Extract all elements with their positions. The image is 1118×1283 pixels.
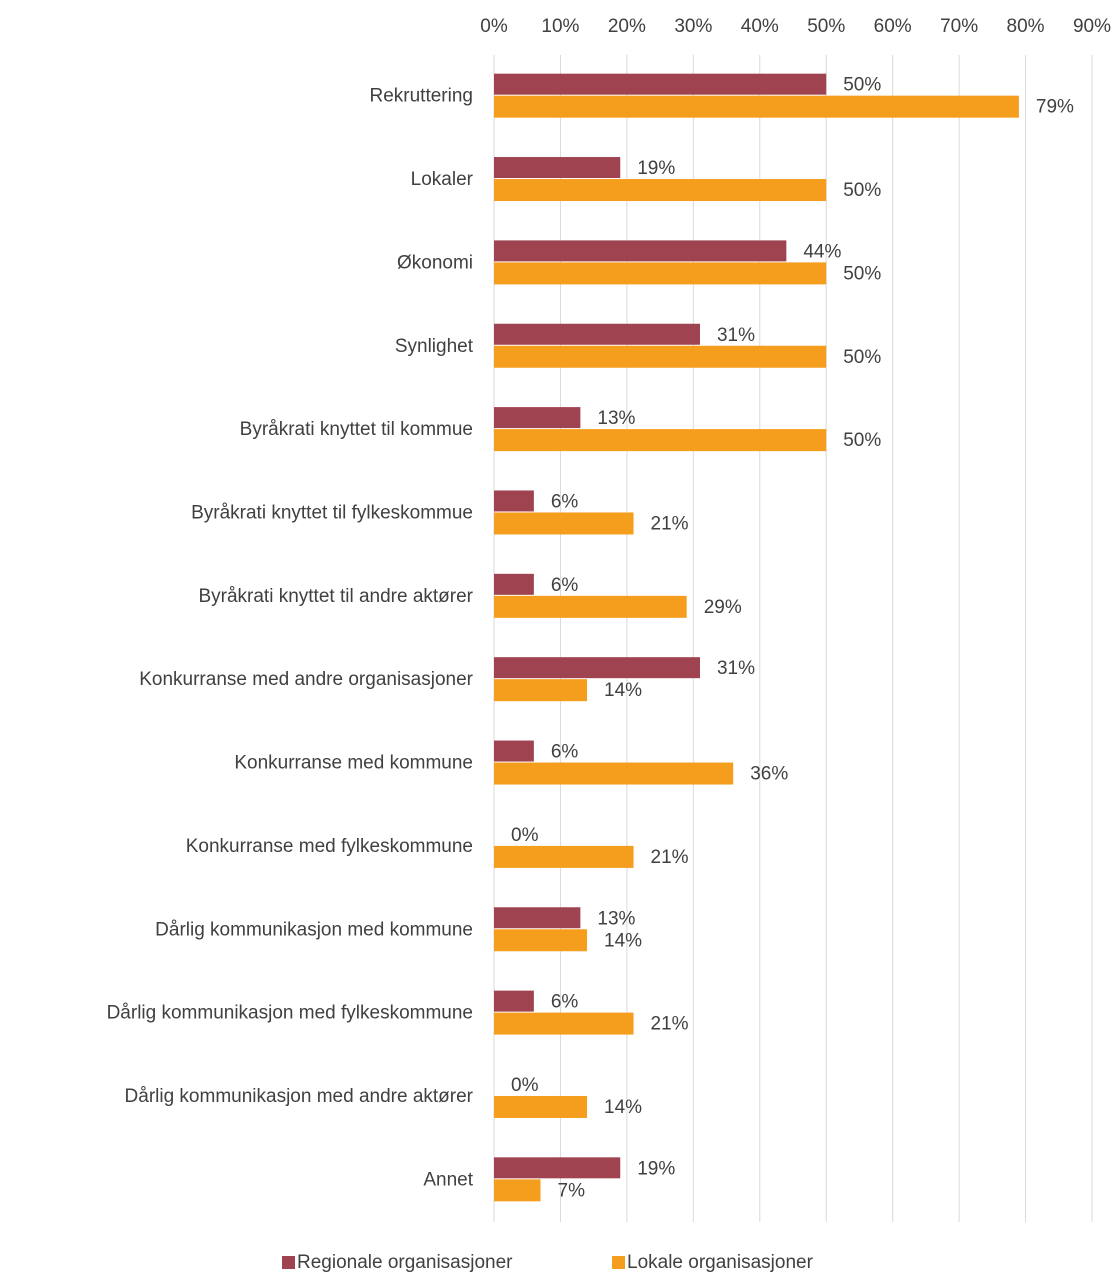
data-label: 29% (704, 597, 742, 618)
bar (494, 1012, 634, 1035)
bar (494, 762, 734, 785)
y-tick-label: Konkurranse med andre organisasjoner (139, 669, 473, 690)
bar (494, 179, 827, 202)
data-label: 19% (637, 1158, 675, 1179)
bar (494, 490, 534, 512)
x-tick-label: 0% (480, 16, 508, 37)
y-tick-label: Annet (423, 1169, 473, 1190)
data-label: 0% (511, 1075, 539, 1096)
bar (494, 679, 588, 702)
data-label: 21% (651, 847, 689, 868)
data-label: 6% (551, 575, 579, 596)
y-tick-label: Byråkrati knyttet til fylkeskommue (191, 502, 473, 523)
y-tick-label: Synlighet (395, 336, 474, 357)
bar (494, 740, 534, 762)
bar (494, 657, 700, 679)
data-label: 14% (604, 1097, 642, 1118)
bar (494, 1157, 621, 1179)
bar (494, 1179, 541, 1202)
y-tick-label: Lokaler (411, 169, 474, 190)
data-label: 0% (511, 825, 539, 846)
x-tick-label: 80% (1007, 16, 1045, 37)
y-tick-label: Rekruttering (370, 86, 474, 107)
x-tick-label: 30% (674, 16, 712, 37)
legend-label: Regionale organisasjoner (297, 1252, 513, 1273)
data-label: 50% (843, 430, 881, 451)
bar (494, 73, 827, 95)
data-label: 21% (651, 1014, 689, 1035)
data-label: 6% (551, 491, 579, 512)
y-tick-label: Dårlig kommunikasjon med kommune (155, 919, 473, 940)
y-tick-label: Byråkrati knyttet til kommue (240, 419, 473, 440)
x-tick-label: 60% (874, 16, 912, 37)
data-label: 7% (558, 1180, 586, 1201)
data-label: 50% (843, 347, 881, 368)
bar (494, 573, 534, 595)
bar (494, 95, 1019, 118)
legend-swatch (282, 1256, 295, 1269)
bar (494, 345, 827, 368)
data-label: 14% (604, 680, 642, 701)
data-label: 13% (597, 908, 635, 929)
data-label: 44% (803, 241, 841, 262)
x-tick-label: 20% (608, 16, 646, 37)
bar (494, 907, 581, 929)
data-label: 31% (717, 325, 755, 346)
y-tick-label: Dårlig kommunikasjon med fylkeskommune (107, 1003, 473, 1024)
data-label: 21% (651, 513, 689, 534)
data-label: 50% (843, 180, 881, 201)
y-tick-label: Byråkrati knyttet til andre aktører (198, 586, 473, 607)
x-tick-label: 70% (940, 16, 978, 37)
bar (494, 512, 634, 535)
legend-swatch (612, 1256, 625, 1269)
x-tick-label: 90% (1073, 16, 1111, 37)
bar (494, 323, 700, 345)
data-label: 31% (717, 658, 755, 679)
data-label: 14% (604, 930, 642, 951)
data-label: 19% (637, 158, 675, 179)
bar (494, 407, 581, 429)
y-tick-label: Økonomi (397, 252, 473, 273)
data-label: 6% (551, 992, 579, 1013)
data-label: 79% (1036, 97, 1074, 118)
data-label: 50% (843, 263, 881, 284)
y-tick-label: Dårlig kommunikasjon med andre aktører (125, 1086, 474, 1107)
bar (494, 929, 588, 952)
bar (494, 240, 787, 262)
y-tick-label: Konkurranse med fylkeskommune (186, 836, 473, 857)
bar (494, 990, 534, 1012)
bar (494, 157, 621, 179)
bar (494, 845, 634, 868)
bar (494, 262, 827, 285)
data-label: 50% (843, 75, 881, 96)
x-tick-label: 50% (807, 16, 845, 37)
x-tick-label: 10% (541, 16, 579, 37)
bar (494, 429, 827, 452)
data-label: 13% (597, 408, 635, 429)
data-label: 36% (750, 764, 788, 785)
x-tick-label: 40% (741, 16, 779, 37)
data-label: 6% (551, 742, 579, 763)
y-tick-label: Konkurranse med kommune (234, 753, 473, 774)
legend-label: Lokale organisasjoner (627, 1252, 814, 1273)
bar (494, 595, 687, 618)
bar (494, 1095, 588, 1118)
